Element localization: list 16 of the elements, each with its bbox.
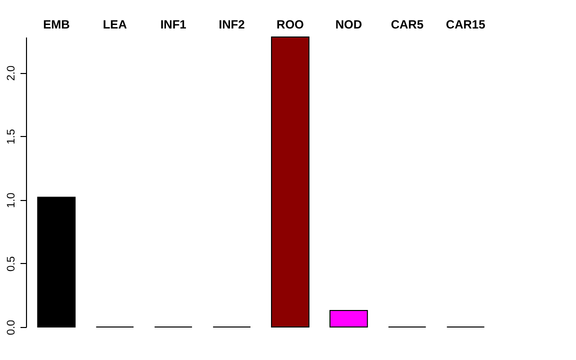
bar — [329, 310, 368, 328]
y-tick-label: 0.5 — [6, 256, 18, 272]
x-tick-label: ROO — [276, 18, 304, 32]
x-tick-label: EMB — [43, 18, 70, 32]
x-tick-label: LEA — [102, 18, 128, 32]
bar — [37, 196, 76, 328]
y-tick-label: 2.0 — [6, 65, 18, 81]
x-tick-label: CAR5 — [390, 18, 424, 32]
x-tick-label: CAR15 — [446, 18, 486, 32]
x-tick-label: NOD — [335, 18, 362, 32]
x-tick-label: INF1 — [160, 18, 187, 32]
y-tick-label: 1.5 — [6, 129, 18, 144]
x-tick-label: INF2 — [218, 18, 246, 32]
bar — [271, 36, 310, 328]
y-tick-label: 1.0 — [6, 192, 18, 208]
y-tick-label: 0.0 — [6, 320, 18, 336]
